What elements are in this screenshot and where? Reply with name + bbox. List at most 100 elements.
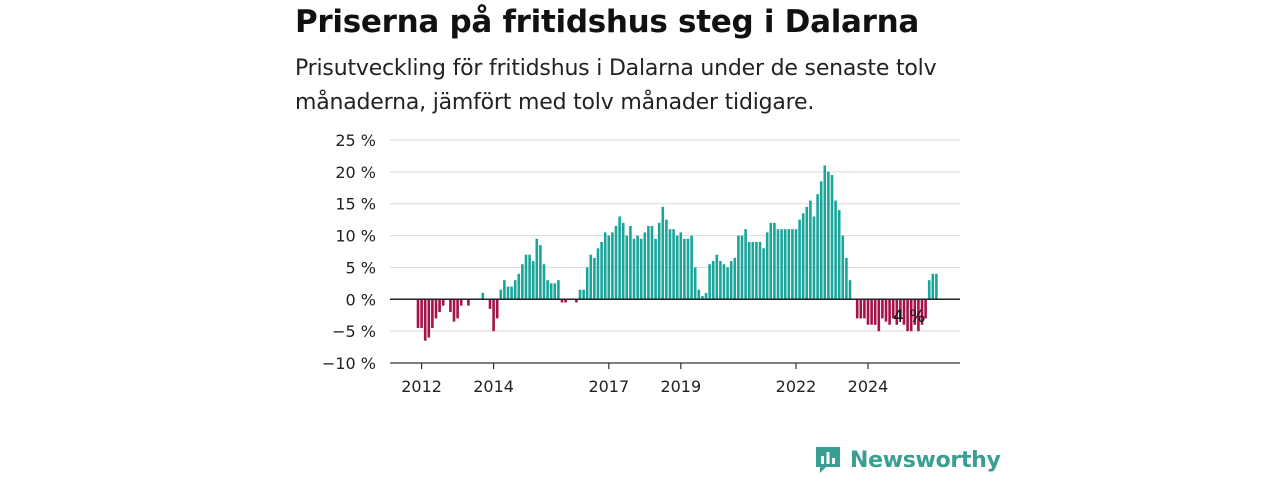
bar <box>625 235 629 300</box>
x-tick-label: 2024 <box>848 377 889 396</box>
bar <box>801 213 805 300</box>
bars <box>416 165 938 341</box>
bar <box>758 241 762 300</box>
bar <box>765 232 769 300</box>
bar <box>535 238 539 300</box>
bar <box>902 299 906 325</box>
bar <box>596 248 600 300</box>
bar <box>654 238 657 300</box>
x-tick-label: 2014 <box>473 377 514 396</box>
bar <box>557 280 560 300</box>
bar <box>452 299 456 322</box>
bar <box>618 216 621 300</box>
bar <box>812 216 816 300</box>
bar <box>650 226 654 300</box>
bar <box>841 235 845 300</box>
bar <box>837 210 841 300</box>
bar <box>773 222 776 300</box>
bar <box>776 229 780 300</box>
bar <box>769 222 773 300</box>
bar <box>438 299 441 313</box>
bar <box>585 267 589 300</box>
bar <box>517 273 521 300</box>
bar <box>805 206 809 300</box>
bar <box>891 299 895 319</box>
bar <box>582 289 585 300</box>
bar <box>711 261 715 300</box>
y-tick-label: 10 % <box>335 227 376 246</box>
bar <box>906 299 909 332</box>
bar <box>783 229 787 300</box>
bar <box>855 299 859 319</box>
bar <box>881 299 884 319</box>
axes <box>390 298 960 369</box>
bar <box>449 299 452 313</box>
bar <box>737 235 740 300</box>
bar <box>668 229 672 300</box>
bar <box>600 241 603 300</box>
bar <box>434 299 438 319</box>
x-tick-label: 2022 <box>776 377 817 396</box>
bar <box>845 257 848 300</box>
bar <box>755 241 758 300</box>
bar <box>704 292 708 300</box>
bar <box>683 238 686 300</box>
bar <box>794 229 798 300</box>
bar <box>420 299 423 328</box>
gridlines <box>390 139 960 332</box>
bar <box>780 229 783 300</box>
bar <box>593 257 596 300</box>
bar <box>927 280 931 300</box>
newsworthy-logo[interactable]: Newsworthy <box>814 445 1001 475</box>
bar <box>708 264 711 300</box>
bar <box>747 241 751 300</box>
bar <box>503 280 506 300</box>
bar <box>553 283 557 300</box>
bar <box>521 264 524 300</box>
bar <box>895 299 899 325</box>
bar <box>492 299 495 332</box>
bar <box>657 222 661 300</box>
bar <box>722 264 726 300</box>
bar <box>549 283 553 300</box>
bar <box>888 299 891 325</box>
bar <box>506 286 510 300</box>
bar <box>762 248 765 300</box>
bar <box>621 222 625 300</box>
x-tick-label: 2012 <box>401 377 442 396</box>
bar <box>636 235 639 300</box>
y-tick-label: 5 % <box>346 258 376 277</box>
bar <box>917 299 920 332</box>
bar <box>639 238 643 300</box>
bar <box>816 194 819 300</box>
bar <box>873 299 877 325</box>
bar <box>877 299 881 332</box>
bar <box>495 299 499 319</box>
last-value-annotation: 4 % <box>893 307 925 327</box>
x-tick-label: 2019 <box>660 377 701 396</box>
bar <box>647 226 650 300</box>
bar <box>488 299 492 309</box>
bar <box>481 292 485 300</box>
bar <box>733 257 737 300</box>
bar <box>744 229 747 300</box>
y-tick-label: −10 % <box>322 354 376 373</box>
y-tick-label: 0 % <box>346 290 376 309</box>
bar <box>913 299 917 325</box>
bar <box>715 254 719 300</box>
bar <box>834 200 837 300</box>
bar <box>564 299 567 303</box>
bar <box>611 232 614 300</box>
bar <box>510 286 513 300</box>
bar <box>848 280 852 300</box>
bar <box>909 299 913 332</box>
bar <box>884 299 888 322</box>
chart-subtitle: Prisutveckling för fritidshus i Dalarna … <box>295 56 937 115</box>
bar <box>513 280 517 300</box>
bar <box>661 206 665 300</box>
bar <box>740 235 744 300</box>
chart-title: Priserna på fritidshus steg i Dalarna <box>295 4 920 40</box>
y-tick-label: 20 % <box>335 163 376 182</box>
bar <box>866 299 870 325</box>
